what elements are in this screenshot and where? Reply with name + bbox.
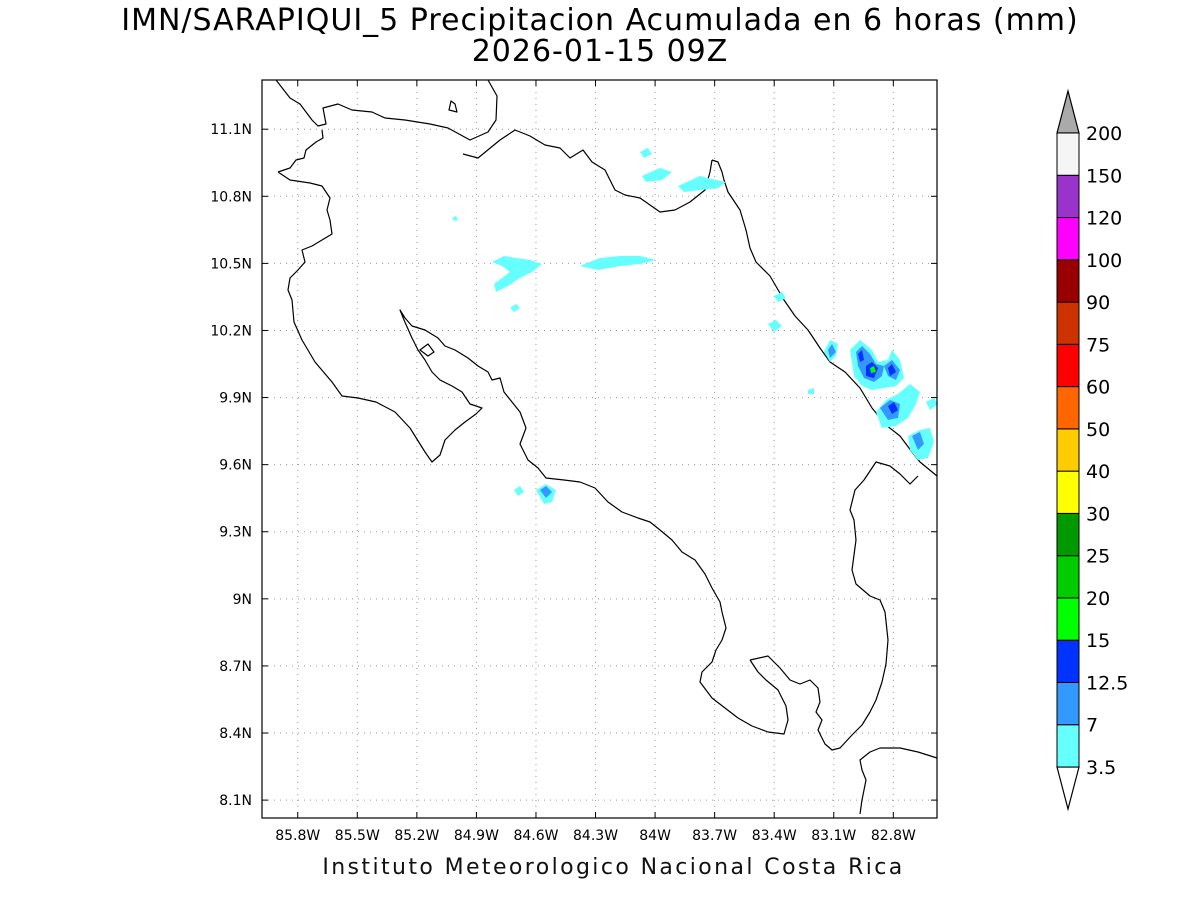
lat-tick-label: 9.9N (219, 391, 252, 407)
map-grid (262, 80, 937, 818)
map-subtitle: 2026-01-15 09Z (471, 34, 729, 69)
colorbar-swatch (1056, 301, 1080, 345)
lon-tick-label: 84.3W (573, 828, 618, 844)
lat-tick-label: 10.5N (210, 256, 252, 272)
colorbar-label: 3.5 (1086, 757, 1116, 779)
colorbar-label: 20 (1086, 588, 1110, 610)
coastline-osa (749, 461, 919, 751)
precip-area (492, 256, 542, 292)
lon-tick-label: 83.1W (811, 828, 856, 844)
lon-tick-label: 82.8W (871, 828, 916, 844)
colorbar-label: 7 (1086, 715, 1098, 737)
lat-tick-label: 8.1N (219, 793, 252, 809)
colorbar-label: 200 (1086, 123, 1122, 145)
precip-area (640, 148, 652, 158)
lat-tick-label: 10.2N (210, 323, 252, 339)
lon-tick-label: 85.8W (275, 828, 320, 844)
colorbar-swatch (1056, 428, 1080, 472)
lon-tick-label: 85.5W (335, 828, 380, 844)
colorbar-label: 25 (1086, 546, 1110, 568)
colorbar-label: 100 (1086, 250, 1122, 272)
precip-area (642, 168, 672, 182)
footer-credit: Instituto Meteorologico Nacional Costa R… (322, 855, 905, 880)
colorbar-swatch (1056, 470, 1080, 514)
colorbar-label: 50 (1086, 419, 1110, 441)
precip-area (912, 432, 924, 450)
colorbar-label: 12.5 (1086, 672, 1128, 694)
lat-tick-label: 9N (233, 592, 252, 608)
precip-area (808, 388, 814, 394)
colorbar-swatch (1056, 512, 1080, 557)
lat-tick-label: 9.3N (219, 525, 252, 541)
colorbar-swatch (1056, 555, 1080, 599)
coastline-caribbean (711, 159, 938, 477)
lon-tick-label: 83.7W (692, 828, 737, 844)
coastline-pacific (277, 129, 739, 719)
precip-area (514, 486, 524, 496)
border-panama (859, 747, 938, 815)
colorbar-over-triangle (1056, 88, 1080, 134)
colorbar-under-triangle (1056, 766, 1080, 812)
lat-tick-label: 10.8N (210, 189, 252, 205)
lake (419, 343, 435, 357)
colorbar-label: 40 (1086, 461, 1110, 483)
precip-area (828, 344, 836, 358)
precip-area (888, 402, 898, 414)
island (448, 100, 458, 113)
colorbar-label: 75 (1086, 334, 1110, 356)
coastline (275, 79, 938, 815)
colorbar-label: 120 (1086, 208, 1122, 230)
lon-tick-label: 83.4W (752, 828, 797, 844)
colorbar-label: 90 (1086, 292, 1110, 314)
lat-tick-label: 9.6N (219, 458, 252, 474)
colorbar-swatch (1056, 259, 1080, 303)
precip-area (858, 350, 864, 362)
precip-area (678, 176, 726, 192)
colorbar-swatch (1056, 132, 1080, 176)
lon-tick-label: 85.2W (394, 828, 439, 844)
coastline-north (275, 79, 498, 141)
map-frame (261, 79, 938, 819)
precip-area (926, 398, 938, 410)
precip-area (870, 366, 876, 373)
precip-area (888, 364, 896, 376)
lon-tick-label: 84W (639, 828, 671, 844)
colorbar-label: 15 (1086, 630, 1110, 652)
colorbar-swatch (1056, 174, 1080, 219)
precipitation-areas (452, 148, 938, 504)
precip-area (540, 486, 552, 498)
colorbar-label: 30 (1086, 503, 1110, 525)
lat-tick-label: 8.4N (219, 726, 252, 742)
lat-tick-label: 8.7N (219, 659, 252, 675)
map-ticks: 85.8W 85.5W 85.2W 84.9W 84.6W 84.3W 84W 83.7W 83… (210, 80, 937, 844)
precip-area (580, 256, 656, 270)
colorbar-swatch (1056, 639, 1080, 683)
precip-area (774, 292, 786, 302)
colorbar-label: 150 (1086, 165, 1122, 187)
lon-tick-label: 84.6W (513, 828, 558, 844)
colorbar-swatch (1056, 724, 1080, 768)
map-title: IMN/SARAPIQUI_5 Precipitacion Acumulada … (121, 3, 1079, 38)
colorbar-swatch (1056, 217, 1080, 261)
lon-tick-label: 84.9W (454, 828, 499, 844)
colorbar-swatch (1056, 343, 1080, 388)
colorbar-swatch (1056, 386, 1080, 430)
lat-tick-label: 11.1N (210, 122, 252, 138)
colorbar-swatch (1056, 597, 1080, 641)
precip-area (510, 304, 520, 312)
precip-area (768, 320, 782, 332)
colorbar-swatch (1056, 681, 1080, 726)
border-north (462, 129, 713, 213)
coastline-golfito (737, 659, 789, 735)
precip-area (452, 216, 458, 221)
colorbar: 3.5 7 12.5 15 20 25 30 40 50 60 75 90 100 120 150 200 (1056, 88, 1128, 812)
colorbar-label: 60 (1086, 377, 1110, 399)
